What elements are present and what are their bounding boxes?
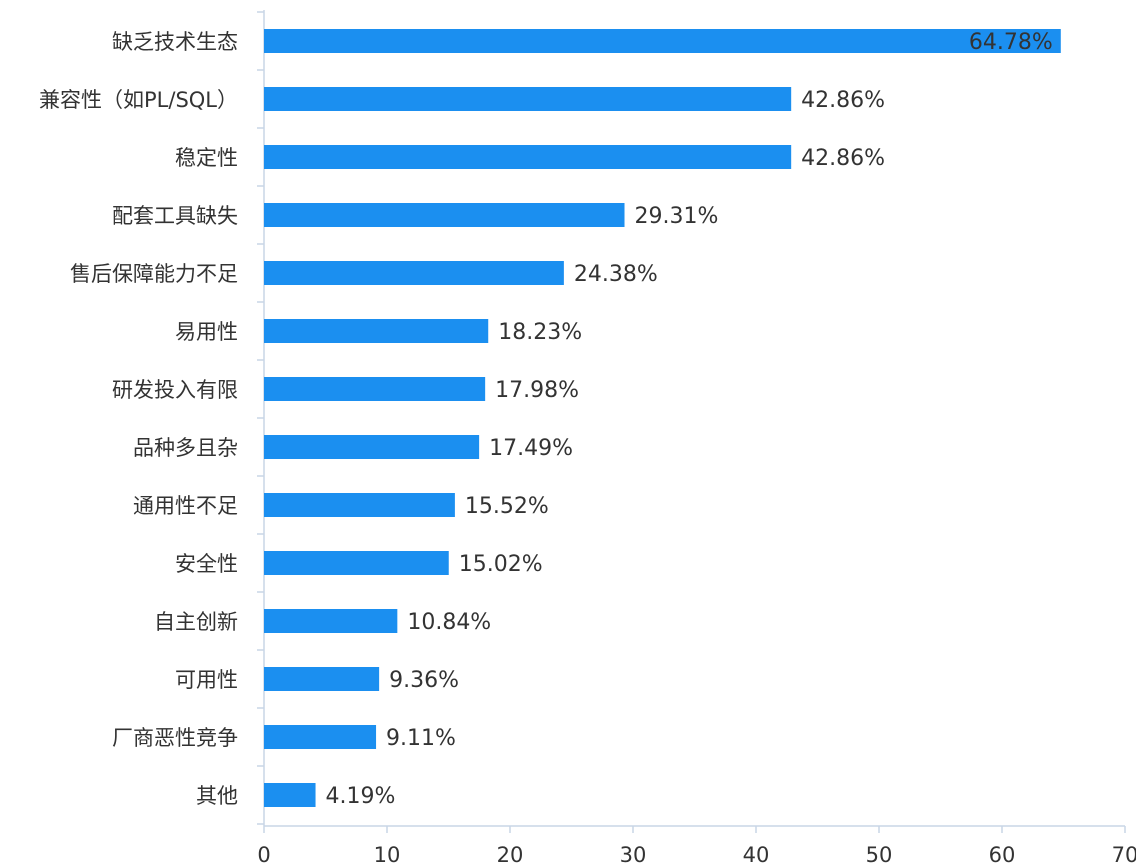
value-label: 15.52% <box>465 494 549 519</box>
category-label: 配套工具缺失 <box>112 204 238 228</box>
bar <box>264 551 449 575</box>
category-label: 稳定性 <box>175 146 238 170</box>
axis-layer <box>257 10 1126 833</box>
value-label: 9.36% <box>389 668 459 693</box>
value-label: 42.86% <box>801 146 885 171</box>
category-label: 其他 <box>196 784 238 808</box>
category-label: 售后保障能力不足 <box>70 262 238 286</box>
value-label: 42.86% <box>801 88 885 113</box>
value-label: 24.38% <box>574 262 658 287</box>
value-label: 64.78% <box>969 30 1053 55</box>
x-tick-label: 40 <box>743 843 770 864</box>
bar <box>264 609 398 633</box>
category-label: 可用性 <box>175 668 238 692</box>
value-label: 10.84% <box>407 610 491 635</box>
bar <box>264 29 1061 53</box>
label-layer: 0 10 20 30 40 50 60 70 缺乏技术生态 64.78% 兼容性（如PL/SQL） 4… <box>39 30 1136 864</box>
category-label: 厂商恶性竞争 <box>112 726 238 750</box>
x-tick-label: 60 <box>989 843 1016 864</box>
x-tick-label: 20 <box>497 843 524 864</box>
x-tick-label: 10 <box>374 843 401 864</box>
category-label: 缺乏技术生态 <box>112 30 238 54</box>
category-label: 研发投入有限 <box>112 378 238 402</box>
x-tick-label: 50 <box>866 843 893 864</box>
bar <box>264 493 455 517</box>
x-tick-label: 0 <box>257 843 270 864</box>
bar <box>264 435 480 459</box>
value-label: 18.23% <box>498 320 582 345</box>
value-label: 15.02% <box>459 552 543 577</box>
value-label: 17.49% <box>489 436 573 461</box>
category-label: 兼容性（如PL/SQL） <box>39 88 238 112</box>
bar <box>264 319 489 343</box>
x-tick-label: 30 <box>620 843 647 864</box>
bar-layer <box>264 29 1061 807</box>
value-label: 17.98% <box>495 378 579 403</box>
bar <box>264 377 486 401</box>
value-label: 4.19% <box>326 784 396 809</box>
value-label: 9.11% <box>386 726 456 751</box>
category-label: 通用性不足 <box>133 494 238 518</box>
bar <box>264 725 377 749</box>
category-label: 品种多且杂 <box>133 436 238 460</box>
bar <box>264 87 792 111</box>
value-label: 29.31% <box>635 204 719 229</box>
bar <box>264 203 625 227</box>
category-label: 易用性 <box>175 320 238 344</box>
category-label: 安全性 <box>175 552 238 576</box>
bar <box>264 261 564 285</box>
x-tick-label: 70 <box>1112 843 1136 864</box>
category-label: 自主创新 <box>154 610 238 634</box>
bar <box>264 783 316 807</box>
bar <box>264 667 380 691</box>
bar <box>264 145 792 169</box>
